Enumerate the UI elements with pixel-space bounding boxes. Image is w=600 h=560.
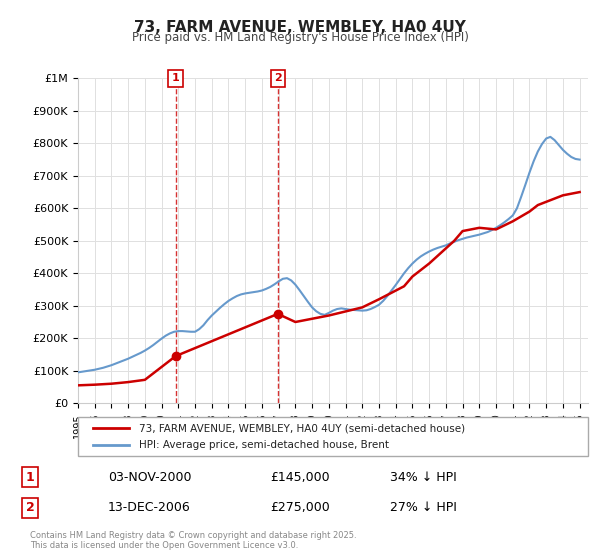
Text: £275,000: £275,000 — [270, 501, 330, 515]
Text: 1: 1 — [26, 470, 34, 484]
Text: 34% ↓ HPI: 34% ↓ HPI — [390, 470, 457, 484]
Text: 03-NOV-2000: 03-NOV-2000 — [108, 470, 191, 484]
Text: 1: 1 — [172, 73, 179, 83]
Text: 13-DEC-2006: 13-DEC-2006 — [108, 501, 191, 515]
Text: 27% ↓ HPI: 27% ↓ HPI — [390, 501, 457, 515]
Text: 2: 2 — [274, 73, 281, 83]
Text: Price paid vs. HM Land Registry's House Price Index (HPI): Price paid vs. HM Land Registry's House … — [131, 31, 469, 44]
Text: 2: 2 — [26, 501, 34, 515]
Text: Contains HM Land Registry data © Crown copyright and database right 2025.
This d: Contains HM Land Registry data © Crown c… — [30, 530, 356, 550]
Text: £145,000: £145,000 — [270, 470, 329, 484]
Text: 73, FARM AVENUE, WEMBLEY, HA0 4UY (semi-detached house): 73, FARM AVENUE, WEMBLEY, HA0 4UY (semi-… — [139, 423, 466, 433]
Text: HPI: Average price, semi-detached house, Brent: HPI: Average price, semi-detached house,… — [139, 440, 389, 450]
Text: 73, FARM AVENUE, WEMBLEY, HA0 4UY: 73, FARM AVENUE, WEMBLEY, HA0 4UY — [134, 20, 466, 35]
FancyBboxPatch shape — [78, 417, 588, 456]
